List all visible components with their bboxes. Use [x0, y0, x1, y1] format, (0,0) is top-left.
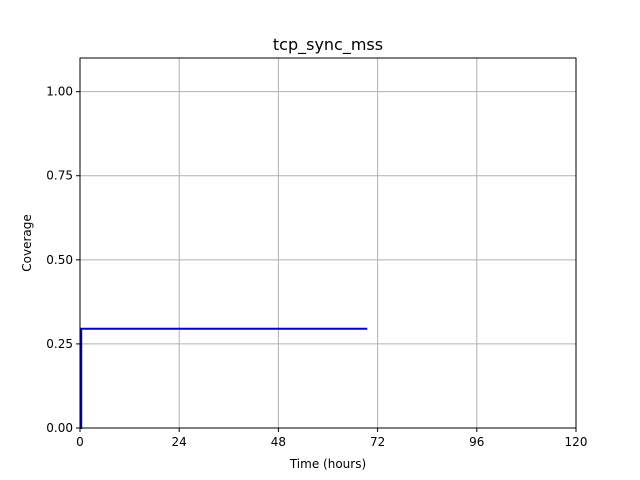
- y-tick-label: 1.00: [46, 85, 73, 99]
- y-tick-label: 0.75: [46, 169, 73, 183]
- x-tick-label: 48: [271, 435, 286, 449]
- x-tick-label: 72: [370, 435, 385, 449]
- x-tick-label: 0: [76, 435, 84, 449]
- plot-frame: [79, 57, 577, 429]
- x-tick-label: 120: [565, 435, 588, 449]
- y-axis-ticks: 0.00 0.25 0.50 0.75 1.00: [46, 85, 80, 435]
- y-tick-label: 0.50: [46, 253, 73, 267]
- y-tick-label: 0.00: [46, 421, 73, 435]
- y-tick-label: 0.25: [46, 337, 73, 351]
- chart-title: tcp_sync_mss: [273, 35, 383, 55]
- y-axis-label: Coverage: [20, 214, 34, 272]
- x-axis-label: Time (hours): [289, 457, 366, 471]
- x-tick-label: 24: [172, 435, 187, 449]
- x-tick-label: 96: [469, 435, 484, 449]
- x-axis-ticks: 0 24 48 72 96 120: [76, 428, 587, 449]
